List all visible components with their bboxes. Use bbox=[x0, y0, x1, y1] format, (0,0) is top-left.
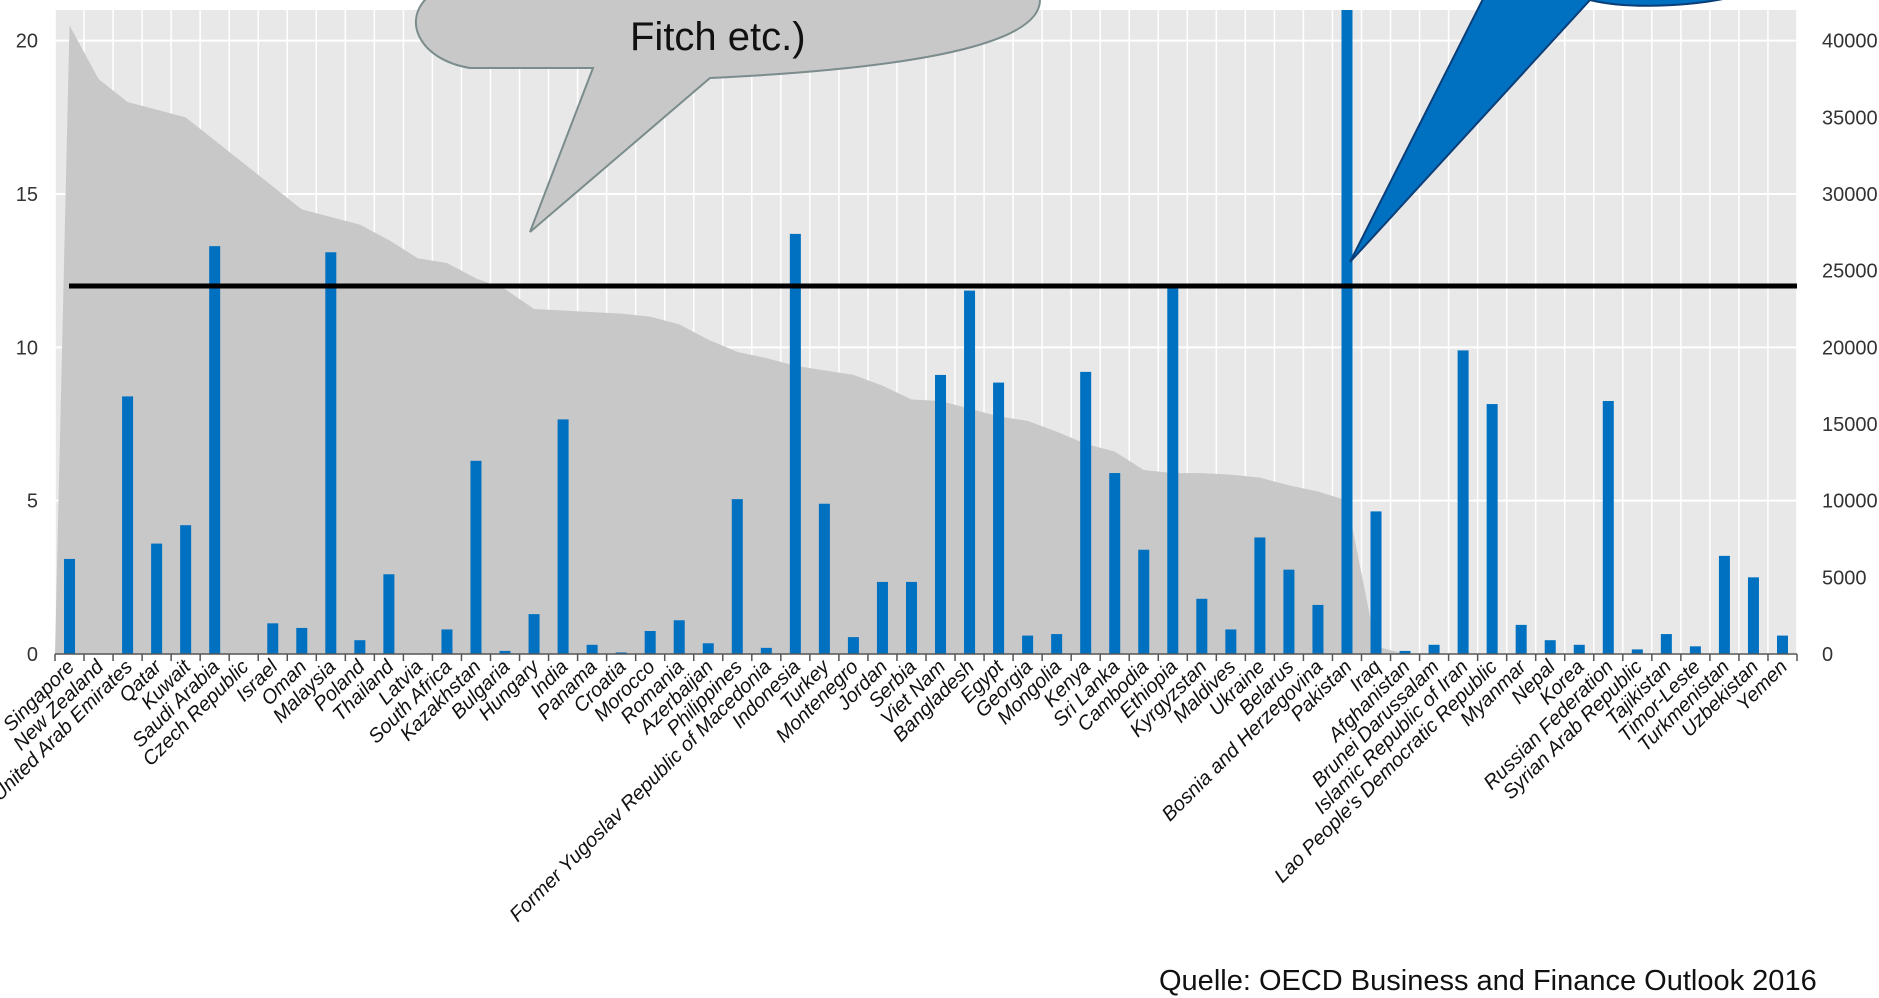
bar bbox=[122, 396, 134, 654]
left-tick-label: 5 bbox=[27, 491, 38, 513]
bar bbox=[586, 644, 598, 654]
bar bbox=[499, 650, 511, 654]
x-axis-ticks bbox=[54, 654, 1798, 661]
bar bbox=[702, 643, 714, 654]
bar bbox=[1254, 537, 1266, 654]
left-axis-labels: 0 5 10 15 20 bbox=[16, 31, 38, 666]
right-tick-label: 0 bbox=[1822, 644, 1833, 666]
bar bbox=[1718, 555, 1730, 654]
bar bbox=[1370, 511, 1382, 654]
bar bbox=[1138, 549, 1150, 654]
bar bbox=[1051, 634, 1063, 654]
bar bbox=[818, 503, 830, 654]
bars bbox=[64, 10, 1788, 654]
right-tick-label: 30000 bbox=[1822, 184, 1878, 206]
bar bbox=[441, 629, 453, 654]
bar bbox=[1631, 649, 1643, 654]
bar bbox=[1283, 569, 1295, 654]
right-tick-label: 25000 bbox=[1822, 261, 1878, 283]
bar bbox=[1167, 286, 1179, 654]
bar bbox=[151, 543, 163, 654]
grey-callout: Fitch etc.) bbox=[414, 0, 1041, 233]
bar bbox=[935, 374, 947, 654]
bar bbox=[993, 382, 1005, 654]
bar bbox=[847, 637, 859, 654]
bar bbox=[1602, 401, 1614, 654]
left-tick-label: 15 bbox=[16, 184, 38, 206]
grey-speech-bubble bbox=[414, 0, 1041, 233]
blue-speech-bubble bbox=[1349, 0, 1723, 263]
right-tick-label: 15000 bbox=[1822, 414, 1878, 436]
left-tick-label: 20 bbox=[16, 31, 38, 53]
bar bbox=[1573, 644, 1585, 654]
source-note: Quelle: OECD Business and Finance Outloo… bbox=[1159, 965, 1817, 997]
bar bbox=[64, 558, 76, 654]
right-tick-label: 40000 bbox=[1822, 31, 1878, 53]
bar bbox=[296, 627, 308, 654]
bar bbox=[1544, 640, 1556, 654]
bar bbox=[905, 581, 917, 654]
right-tick-label: 20000 bbox=[1822, 337, 1878, 359]
blue-callout bbox=[1349, 0, 1723, 263]
bar bbox=[1196, 598, 1208, 654]
bar bbox=[325, 252, 337, 654]
bar bbox=[673, 620, 685, 654]
left-tick-label: 10 bbox=[16, 337, 38, 359]
right-tick-label: 5000 bbox=[1822, 567, 1867, 589]
bar bbox=[1747, 577, 1759, 654]
right-tick-label: 35000 bbox=[1822, 107, 1878, 129]
bar bbox=[354, 640, 366, 654]
bar bbox=[1341, 10, 1353, 654]
bar bbox=[383, 574, 395, 654]
bar bbox=[528, 614, 540, 654]
bar bbox=[1515, 624, 1527, 654]
bar bbox=[1080, 371, 1092, 654]
bar bbox=[1225, 629, 1237, 654]
bar bbox=[615, 652, 627, 654]
bar bbox=[731, 499, 743, 654]
grey-bubble-text: Fitch etc.) bbox=[630, 15, 806, 59]
bar bbox=[1486, 404, 1498, 654]
bar bbox=[180, 525, 192, 654]
right-axis-labels: 0 5000 10000 15000 20000 25000 30000 35000 40000 bbox=[1822, 31, 1878, 666]
left-tick-label: 0 bbox=[27, 644, 38, 666]
bar bbox=[470, 460, 482, 654]
gdp-area bbox=[55, 25, 1783, 655]
bar bbox=[1109, 473, 1121, 654]
right-tick-label: 10000 bbox=[1822, 491, 1878, 513]
bar bbox=[1428, 644, 1440, 654]
bar bbox=[267, 623, 279, 654]
bar bbox=[1022, 635, 1034, 654]
bar bbox=[209, 246, 221, 654]
bar bbox=[1312, 604, 1324, 654]
bar bbox=[760, 647, 772, 654]
bar bbox=[1457, 350, 1469, 654]
bar bbox=[1399, 650, 1411, 654]
bar bbox=[644, 631, 656, 654]
bar bbox=[964, 290, 976, 654]
bar bbox=[789, 233, 801, 654]
bar bbox=[1660, 634, 1672, 654]
bar bbox=[876, 581, 888, 654]
bar bbox=[557, 419, 569, 654]
bar bbox=[1689, 646, 1701, 654]
bar bbox=[1776, 635, 1788, 654]
